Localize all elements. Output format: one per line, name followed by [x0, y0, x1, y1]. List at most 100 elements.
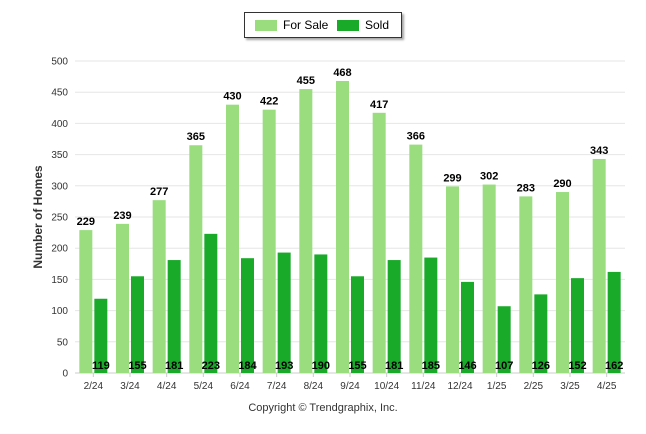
legend-swatch-sold — [337, 19, 359, 31]
y-tick-label: 450 — [51, 88, 68, 99]
bar-sold — [241, 258, 254, 373]
bar-sold — [94, 298, 108, 373]
bar-sold — [314, 254, 328, 373]
bar-for-sale — [226, 104, 239, 374]
bar-sold — [351, 276, 364, 373]
bar-for-sale — [446, 186, 459, 373]
bar-for-sale — [152, 200, 166, 373]
x-tick-label: 9/24 — [340, 381, 360, 392]
bar-sold — [534, 294, 548, 373]
legend-item-sold[interactable]: Sold — [337, 18, 389, 32]
bar-for-sale — [372, 112, 386, 374]
x-tick-label: 10/24 — [374, 381, 399, 392]
legend-item-for-sale[interactable]: For Sale — [255, 18, 328, 32]
data-label-for-sale: 430 — [223, 91, 241, 103]
bar-for-sale — [299, 89, 313, 373]
data-labels: 229 119 239 155 277 181 365 223 430 184 422 193 455 1… — [77, 67, 624, 372]
x-tick-label: 8/24 — [304, 381, 324, 392]
bar-sold — [204, 233, 218, 373]
data-label-for-sale: 302 — [480, 171, 498, 183]
x-tick-label: 2/24 — [84, 381, 104, 392]
x-tick-label: 6/24 — [230, 381, 250, 392]
data-label-for-sale: 239 — [113, 210, 131, 222]
data-label-for-sale: 417 — [370, 99, 388, 111]
legend: For Sale Sold — [244, 12, 402, 38]
y-tick-label: 100 — [51, 306, 68, 317]
data-label-sold: 193 — [275, 360, 293, 372]
bar-sold — [497, 306, 511, 373]
bar-for-sale — [592, 158, 606, 373]
bar-sold — [461, 281, 474, 373]
y-axis-title: Number of Homes — [31, 165, 45, 269]
bar-sold — [131, 276, 144, 373]
x-tick-label: 5/24 — [194, 381, 214, 392]
legend-swatch-for-sale — [255, 19, 277, 31]
data-label-sold: 155 — [348, 360, 366, 372]
legend-label-sold: Sold — [365, 18, 390, 32]
data-label-for-sale: 468 — [333, 67, 351, 79]
gridlines — [75, 60, 625, 374]
x-tick-label: 1/25 — [487, 381, 507, 392]
data-label-sold: 152 — [568, 360, 586, 372]
bar-for-sale — [336, 80, 349, 373]
bar-for-sale — [189, 145, 203, 373]
data-label-sold: 126 — [532, 360, 550, 372]
y-tick-label: 350 — [51, 150, 68, 161]
data-label-sold: 223 — [202, 360, 220, 372]
bars — [79, 80, 621, 374]
data-label-sold: 181 — [165, 360, 183, 372]
copyright-text: Copyright © Trendgraphix, Inc. — [248, 402, 398, 414]
data-label-for-sale: 277 — [150, 186, 168, 198]
data-label-sold: 181 — [385, 360, 403, 372]
data-label-sold: 190 — [312, 360, 330, 372]
bar-sold — [387, 260, 401, 373]
y-tick-label: 150 — [51, 275, 68, 286]
x-tick-label: 12/24 — [447, 381, 472, 392]
x-tick-label: 4/24 — [157, 381, 177, 392]
data-label-sold: 184 — [238, 360, 257, 372]
bar-sold — [167, 260, 181, 373]
data-label-for-sale: 343 — [590, 145, 608, 157]
bar-sold — [607, 271, 621, 373]
y-tick-label: 400 — [51, 119, 68, 130]
bar-sold — [424, 257, 438, 373]
data-label-for-sale: 365 — [187, 131, 205, 143]
bar-for-sale — [556, 192, 569, 373]
data-label-sold: 119 — [92, 360, 110, 372]
bar-for-sale — [116, 223, 129, 373]
y-tick-label: 250 — [51, 213, 68, 224]
bar-for-sale — [482, 184, 496, 373]
x-axis: 2/24 3/24 4/24 5/24 6/24 7/24 8/24 9/24 10/24 11/… — [84, 373, 617, 392]
x-tick-label: 11/24 — [411, 381, 436, 392]
data-label-for-sale: 299 — [443, 172, 461, 184]
y-tick-label: 0 — [62, 369, 68, 380]
data-label-sold: 162 — [605, 360, 623, 372]
data-label-for-sale: 422 — [260, 96, 278, 108]
y-tick-label: 200 — [51, 244, 68, 255]
bar-for-sale — [519, 196, 533, 373]
bar-sold — [571, 278, 584, 373]
bar-for-sale — [79, 230, 93, 373]
y-tick-label: 300 — [51, 181, 68, 192]
x-tick-label: 3/24 — [120, 381, 140, 392]
data-label-for-sale: 229 — [77, 216, 95, 228]
x-tick-label: 7/24 — [267, 381, 287, 392]
legend-label-for-sale: For Sale — [283, 18, 329, 32]
x-tick-label: 3/25 — [560, 381, 580, 392]
data-label-sold: 155 — [128, 360, 146, 372]
bar-for-sale — [409, 144, 423, 373]
x-tick-label: 4/25 — [597, 381, 617, 392]
bar-sold — [277, 252, 291, 373]
data-label-for-sale: 283 — [517, 182, 535, 194]
data-label-for-sale: 455 — [297, 75, 315, 87]
data-label-for-sale: 290 — [553, 178, 571, 190]
bar-for-sale — [262, 109, 276, 373]
y-tick-label: 50 — [57, 337, 69, 348]
x-tick-label: 2/25 — [524, 381, 544, 392]
data-label-sold: 146 — [458, 360, 476, 372]
data-label-for-sale: 366 — [407, 131, 425, 143]
y-tick-label: 500 — [51, 57, 68, 68]
data-label-sold: 107 — [495, 360, 513, 372]
data-label-sold: 185 — [422, 360, 440, 372]
